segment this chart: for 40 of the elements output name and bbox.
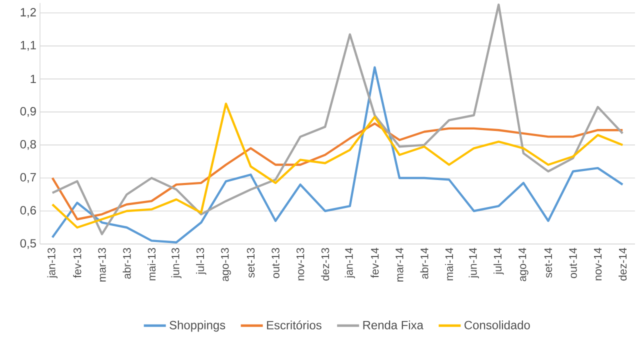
legend-label: Renda Fixa — [363, 320, 424, 330]
x-tick-label: set-13 — [246, 248, 255, 278]
x-tick-label: fev-14 — [370, 248, 379, 278]
x-tick-label: out-14 — [569, 248, 577, 278]
legend-label: Consolidado — [464, 320, 530, 330]
x-tick-label: dez-13 — [321, 248, 330, 281]
x-tick-label: mai-14 — [445, 248, 454, 280]
x-tick-label: jan-13 — [47, 248, 58, 278]
x-tick-label: jun-13 — [171, 248, 182, 278]
x-tick-label: fev-13 — [73, 248, 82, 278]
x-tick-label: ago-13 — [220, 248, 231, 282]
y-tick-label: 0,9 — [20, 107, 36, 117]
x-tick-label: set-14 — [544, 248, 552, 278]
x-tick-label: abr-13 — [122, 248, 131, 279]
y-tick-label: 0,8 — [20, 140, 36, 150]
y-tick-label: 0,5 — [20, 239, 36, 249]
x-tick-label: jan-14 — [344, 248, 355, 278]
x-tick-label: jun-14 — [468, 248, 479, 278]
x-tick-label: abr-14 — [420, 248, 428, 279]
line-series — [51, 4, 624, 236]
x-tick-label: out-13 — [272, 248, 280, 278]
y-tick-label: 1,2 — [20, 8, 36, 18]
x-tick-label: ago-14 — [518, 248, 528, 282]
x-tick-label: dez-14 — [618, 248, 627, 281]
x-tick-label: nov-14 — [594, 248, 602, 280]
x-tick-label: mai-13 — [148, 248, 156, 280]
line-series — [51, 66, 624, 244]
x-tick-label: mar-13 — [98, 248, 106, 282]
x-tick-label: nov-13 — [296, 248, 304, 280]
y-tick-label: 0,7 — [20, 173, 36, 183]
y-tick-label: 1 — [30, 74, 36, 84]
y-tick-label: 1,1 — [20, 41, 36, 51]
line-series — [51, 102, 624, 229]
legend-label: Shoppings — [170, 320, 226, 332]
x-tick-label: jul-14 — [494, 248, 504, 275]
line-series — [51, 122, 624, 220]
x-tick-label: mar-14 — [396, 248, 404, 282]
x-tick-label: jul-13 — [196, 248, 206, 275]
legend-label: Escritórios — [267, 320, 322, 330]
y-tick-label: 0,6 — [20, 206, 36, 216]
